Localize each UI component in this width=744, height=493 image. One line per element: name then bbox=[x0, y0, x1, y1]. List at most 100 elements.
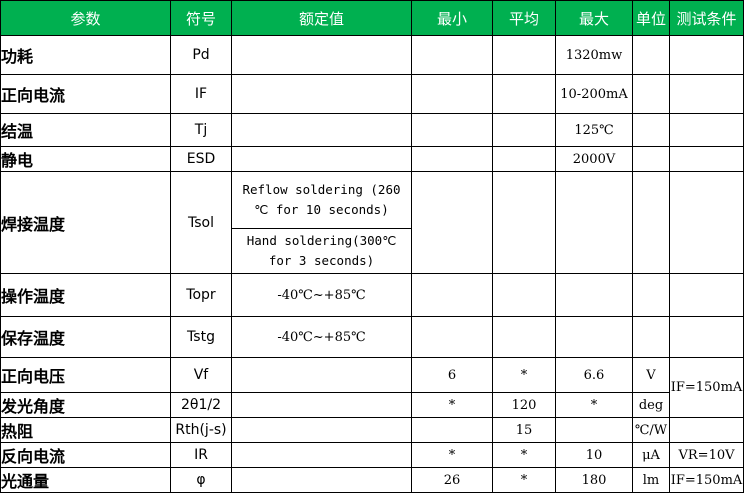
avg-cell bbox=[492, 113, 556, 147]
min-cell bbox=[411, 35, 493, 75]
param-cell: 正向电流 bbox=[0, 74, 171, 114]
unit-cell bbox=[632, 171, 670, 274]
symbol-cell: Rth(j-s) bbox=[170, 417, 232, 443]
header-cell: 单位 bbox=[632, 0, 670, 36]
table-row: 操作温度 Topr -40℃~+85℃ bbox=[0, 273, 744, 317]
unit-cell bbox=[632, 113, 670, 147]
unit-cell bbox=[632, 316, 670, 358]
symbol-cell: IR bbox=[170, 442, 232, 468]
table-row: 焊接温度 Tsol Reflow soldering (260 ℃ for 10 s… bbox=[0, 171, 744, 274]
max-cell: * bbox=[555, 392, 633, 418]
rated-cell: -40℃~+85℃ bbox=[231, 316, 412, 358]
unit-cell: deg bbox=[632, 392, 670, 418]
avg-cell: 15 bbox=[492, 417, 556, 443]
min-cell bbox=[411, 273, 493, 317]
max-cell bbox=[555, 417, 633, 443]
max-cell bbox=[555, 171, 633, 274]
rated-cell bbox=[231, 357, 412, 393]
min-cell bbox=[411, 113, 493, 147]
max-cell: 10 bbox=[555, 442, 633, 468]
avg-cell bbox=[492, 171, 556, 274]
symbol-cell: Vf bbox=[170, 357, 232, 393]
symbol-cell: Tj bbox=[170, 113, 232, 147]
rated-cell bbox=[231, 113, 412, 147]
table-row: 热阻 Rth(j-s) 15 ℃/W bbox=[0, 417, 744, 443]
unit-cell bbox=[632, 146, 670, 172]
cond-cell: IF=150mA bbox=[669, 467, 744, 493]
table-row: 功耗 Pd 1320mw bbox=[0, 35, 744, 75]
avg-cell: * bbox=[492, 442, 556, 468]
cond-cell bbox=[669, 417, 744, 443]
symbol-cell: ESD bbox=[170, 146, 232, 172]
avg-cell bbox=[492, 273, 556, 317]
param-cell: 静电 bbox=[0, 146, 171, 172]
rated-cell bbox=[231, 74, 412, 114]
avg-cell: 120 bbox=[492, 392, 556, 418]
cond-cell bbox=[669, 74, 744, 114]
max-cell: 10-200mA bbox=[555, 74, 633, 114]
min-cell bbox=[411, 171, 493, 274]
min-cell bbox=[411, 316, 493, 358]
cond-cell bbox=[669, 146, 744, 172]
table-row: 结温 Tj 125℃ bbox=[0, 113, 744, 147]
max-cell bbox=[555, 273, 633, 317]
header-row: 参数 符号 额定值 最小 平均 最大 单位 测试条件 bbox=[0, 0, 744, 36]
rated-cell bbox=[231, 146, 412, 172]
unit-cell: V bbox=[632, 357, 670, 393]
avg-cell bbox=[492, 146, 556, 172]
unit-cell bbox=[632, 273, 670, 317]
min-cell bbox=[411, 74, 493, 114]
cond-cell bbox=[669, 316, 744, 358]
unit-cell: μA bbox=[632, 442, 670, 468]
unit-cell: ℃/W bbox=[632, 417, 670, 443]
symbol-cell: Tstg bbox=[170, 316, 232, 358]
header-cell: 测试条件 bbox=[669, 0, 744, 36]
min-cell: 6 bbox=[411, 357, 493, 393]
param-cell: 热阻 bbox=[0, 417, 171, 443]
param-cell: 光通量 bbox=[0, 467, 171, 493]
table-row: 正向电压 Vf 6 * 6.6 V IF=150mA bbox=[0, 357, 744, 418]
cond-cell bbox=[669, 113, 744, 147]
table-row: Hand soldering(300℃ for 3 seconds) bbox=[1, 228, 744, 274]
avg-cell bbox=[492, 74, 556, 114]
avg-cell: * bbox=[492, 467, 556, 493]
rated-cell: -40℃~+85℃ bbox=[231, 273, 412, 317]
rated-cell bbox=[231, 417, 412, 443]
max-cell: 2000V bbox=[555, 146, 633, 172]
avg-cell bbox=[492, 316, 556, 358]
min-cell bbox=[411, 417, 493, 443]
header-cell: 平均 bbox=[492, 0, 556, 36]
cond-cell: VR=10V bbox=[669, 442, 744, 468]
symbol-cell: 2θ1/2 bbox=[170, 392, 232, 418]
rated-cell bbox=[231, 467, 412, 493]
header-cell: 最小 bbox=[411, 0, 493, 36]
symbol-cell: Pd bbox=[170, 35, 232, 75]
rated-cell bbox=[231, 442, 412, 468]
header-cell: 参数 bbox=[0, 0, 171, 36]
rated2-cell: Hand soldering(300℃ for 3 seconds) bbox=[231, 228, 412, 274]
cond-cell: IF=150mA bbox=[669, 357, 744, 418]
unit-cell bbox=[632, 35, 670, 75]
symbol-cell: Topr bbox=[170, 273, 232, 317]
avg-cell bbox=[492, 35, 556, 75]
header-cell: 额定值 bbox=[231, 0, 412, 36]
param-cell: 操作温度 bbox=[0, 273, 171, 317]
table-row: 反向电流 IR * * 10 μA VR=10V bbox=[0, 442, 744, 468]
cond-cell bbox=[669, 273, 744, 317]
table-row: 发光角度 2θ1/2 * 120 * deg bbox=[0, 392, 744, 418]
header-cell: 符号 bbox=[170, 0, 232, 36]
rated-cell bbox=[231, 35, 412, 75]
cond-cell bbox=[669, 171, 744, 274]
unit-cell bbox=[632, 74, 670, 114]
max-cell: 1320mw bbox=[555, 35, 633, 75]
min-cell: * bbox=[411, 392, 493, 418]
max-cell: 180 bbox=[555, 467, 633, 493]
table-row: 静电 ESD 2000V bbox=[0, 146, 744, 172]
table-row: 保存温度 Tstg -40℃~+85℃ bbox=[0, 316, 744, 358]
param-cell: 焊接温度 bbox=[0, 171, 171, 274]
rated-cell: Reflow soldering (260 ℃ for 10 seconds) bbox=[231, 171, 412, 229]
max-cell: 125℃ bbox=[555, 113, 633, 147]
param-cell: 功耗 bbox=[0, 35, 171, 75]
header-cell: 最大 bbox=[555, 0, 633, 36]
